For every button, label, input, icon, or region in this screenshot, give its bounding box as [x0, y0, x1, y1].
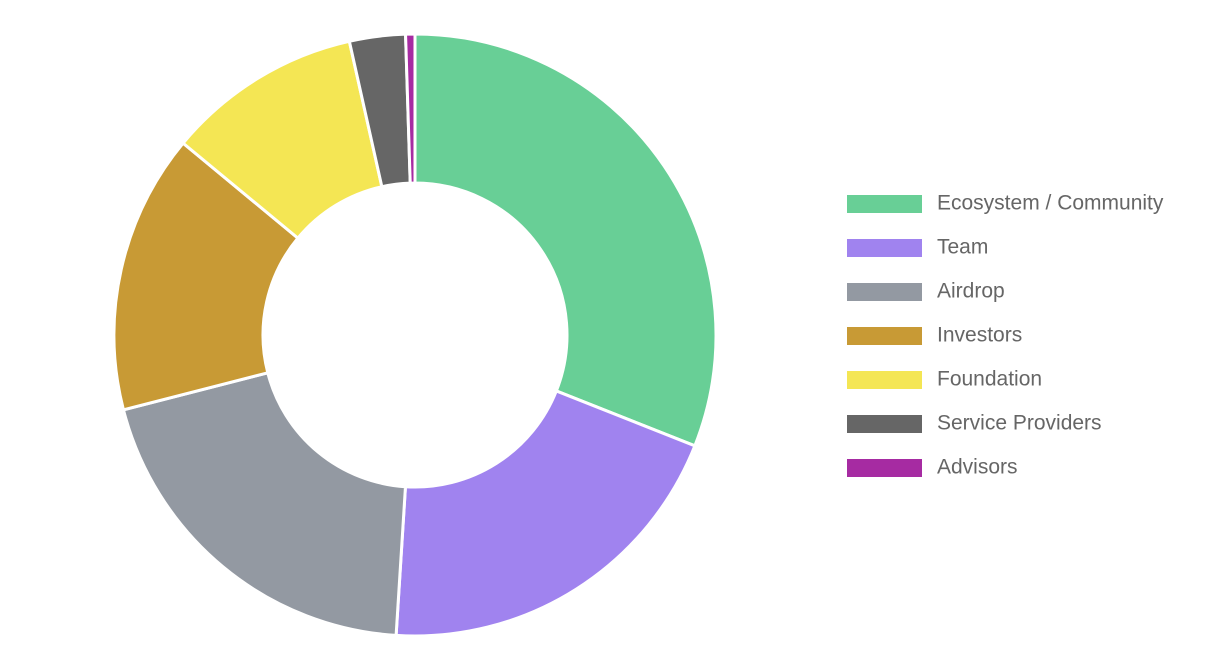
slice	[403, 32, 417, 185]
legend-label: Advisors	[937, 456, 1018, 479]
legend-swatch	[847, 239, 922, 257]
legend-label: Investors	[937, 324, 1022, 347]
slice	[121, 370, 408, 637]
legend-swatch	[847, 415, 922, 433]
legend-label: Service Providers	[937, 412, 1102, 435]
legend-label: Foundation	[937, 368, 1042, 391]
legend-swatch	[847, 283, 922, 301]
slice	[112, 141, 300, 412]
legend-swatch	[847, 371, 922, 389]
legend-swatch	[847, 327, 922, 345]
legend-label: Team	[937, 236, 988, 259]
legend-label: Ecosystem / Community	[937, 192, 1164, 215]
slice	[394, 389, 697, 638]
legend-swatch	[847, 459, 922, 477]
slice	[413, 32, 718, 448]
legend-label: Airdrop	[937, 280, 1005, 303]
legend-swatch	[847, 195, 922, 213]
